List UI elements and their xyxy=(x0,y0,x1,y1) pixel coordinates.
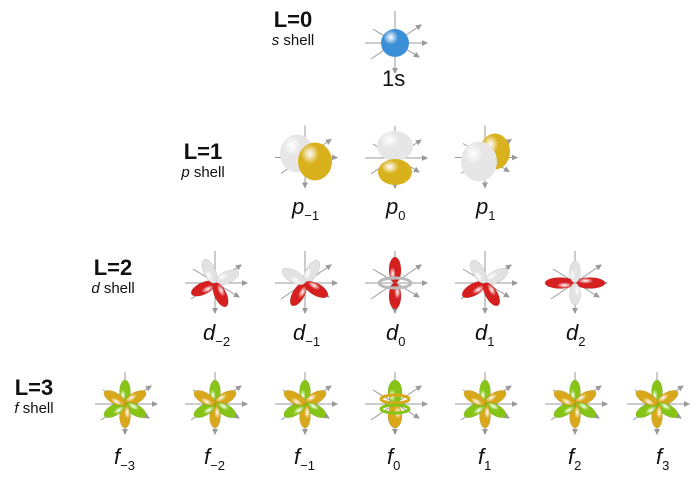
negative-lobe xyxy=(553,390,576,406)
shell-label-L0: L=0 s shell xyxy=(248,8,338,50)
orbital-label-f-minus1: f−1 xyxy=(294,444,315,474)
orbital-d-minus2 xyxy=(175,248,255,318)
orbital-label-1s: 1s xyxy=(382,66,406,91)
orbital-d1 xyxy=(445,248,525,318)
shell-word: shell xyxy=(193,164,225,181)
positive-lobe xyxy=(388,282,402,310)
orbital-label-d0: d0 xyxy=(386,320,406,350)
orbital-label-p0: p0 xyxy=(386,194,406,224)
negative-lobe xyxy=(281,267,306,286)
shell-letter: d xyxy=(91,280,100,297)
orbital-d0 xyxy=(355,248,435,318)
shell-label-L2: L=2 d shell xyxy=(68,256,158,298)
positive-lobe xyxy=(544,277,576,289)
negative-lobe xyxy=(635,390,658,406)
shell-letter: s xyxy=(271,32,280,49)
orbital-label-p-minus1: p−1 xyxy=(292,194,320,224)
negative-lobe xyxy=(569,282,581,306)
negative-lobe xyxy=(201,258,218,284)
orbital-label-p1: p1 xyxy=(476,194,496,224)
orbital-label-f0: f0 xyxy=(387,444,401,474)
orbital-label-d-minus2: d−2 xyxy=(203,320,231,350)
torus-ring xyxy=(379,403,411,415)
shell-letter: f xyxy=(14,400,19,417)
orbital-label-f-minus3: f−3 xyxy=(114,444,135,474)
shell-word: shell xyxy=(22,400,54,417)
orbital-f-minus3 xyxy=(85,368,165,440)
negative-lobe xyxy=(461,141,497,182)
shell-number: L=2 xyxy=(93,255,133,280)
orbital-label-f2: f2 xyxy=(568,444,582,474)
orbital-p1 xyxy=(445,120,525,195)
orbital-label-f-minus2: f−2 xyxy=(204,444,225,474)
negative-lobe xyxy=(387,403,403,429)
negative-lobe xyxy=(283,390,306,406)
torus-ring xyxy=(377,276,413,290)
negative-lobe xyxy=(569,260,581,284)
orbital-d-minus1 xyxy=(265,248,345,318)
positive-lobe xyxy=(298,142,332,181)
shell-word: shell xyxy=(103,280,135,297)
orbital-f1 xyxy=(445,368,525,440)
negative-lobe xyxy=(463,390,486,406)
shell-label-L3: L=3 f shell xyxy=(0,376,68,418)
negative-lobe xyxy=(377,131,413,161)
positive-lobe xyxy=(574,277,606,289)
positive-lobe xyxy=(378,159,412,185)
orbital-p-minus1 xyxy=(265,120,345,195)
orbital-f-minus1 xyxy=(265,368,345,440)
orbital-1s xyxy=(355,8,435,78)
negative-lobe xyxy=(103,390,126,406)
orbital-label-d2: d2 xyxy=(566,320,586,350)
shell-number: L=1 xyxy=(183,139,223,164)
shell-word: shell xyxy=(283,32,315,49)
positive-lobe xyxy=(387,379,403,405)
orbital-d2 xyxy=(535,248,615,318)
s-lobe xyxy=(381,29,409,57)
shell-number: L=0 xyxy=(273,7,313,32)
orbital-f0 xyxy=(355,368,435,440)
orbital-p0 xyxy=(355,118,435,198)
negative-lobe xyxy=(469,259,488,284)
shell-letter: p xyxy=(181,164,190,181)
orbital-label-d1: d1 xyxy=(475,320,495,350)
orbital-f3 xyxy=(617,368,697,440)
orbital-f2 xyxy=(535,368,615,440)
negative-lobe xyxy=(193,390,216,406)
shell-label-L1: L=1 p shell xyxy=(158,140,248,182)
torus-ring xyxy=(379,393,411,405)
shell-number: L=3 xyxy=(14,375,54,400)
orbital-label-f3: f3 xyxy=(656,444,670,474)
orbital-f-minus2 xyxy=(175,368,255,440)
orbital-label-f1: f1 xyxy=(478,444,492,474)
orbital-label-d-minus1: d−1 xyxy=(293,320,321,350)
